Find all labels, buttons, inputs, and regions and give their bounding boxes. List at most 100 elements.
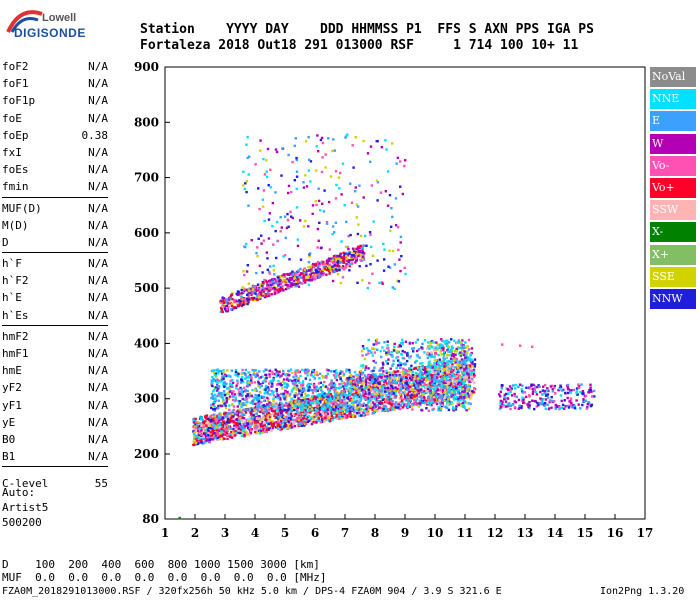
echo-point <box>460 382 463 385</box>
echo-point <box>205 439 208 443</box>
echo-point <box>342 373 346 376</box>
echo-point <box>404 340 408 343</box>
echo-point <box>297 392 301 395</box>
echo-point <box>275 291 278 295</box>
echo-point <box>453 358 456 362</box>
echo-point <box>403 384 406 387</box>
echo-point <box>419 362 422 365</box>
echo-point <box>340 405 343 409</box>
echo-point <box>466 372 470 376</box>
echo-point <box>399 388 402 391</box>
echo-point <box>375 398 378 401</box>
echo-point <box>392 381 396 385</box>
echo-point <box>289 407 293 410</box>
echo-point <box>294 383 297 386</box>
echo-point <box>248 392 251 395</box>
echo-point <box>289 419 292 422</box>
echo-point <box>391 377 394 380</box>
echo-point <box>211 369 214 372</box>
echo-point <box>241 425 244 429</box>
echo-point <box>336 396 339 399</box>
echo-point <box>210 396 213 400</box>
echo-point <box>282 372 285 375</box>
echo-point <box>345 368 348 371</box>
echo-point <box>371 408 374 411</box>
echo-point <box>215 426 218 429</box>
echo-point <box>230 430 233 434</box>
echo-point <box>205 424 208 427</box>
echo-point <box>372 383 375 386</box>
echo-point <box>245 401 248 404</box>
echo-point <box>241 416 244 420</box>
echo-point <box>289 426 292 430</box>
echo-point <box>451 370 454 374</box>
echo-point <box>234 368 238 372</box>
echo-point <box>315 385 318 389</box>
echo-point <box>406 359 409 363</box>
echo-point <box>473 363 477 366</box>
echo-point <box>471 373 475 376</box>
echo-point <box>398 375 401 378</box>
echo-point <box>454 353 457 356</box>
echo-point <box>231 392 234 395</box>
echo-point <box>240 381 243 384</box>
echo-point <box>304 371 307 375</box>
echo-point <box>469 380 472 383</box>
echo-point <box>203 432 206 435</box>
echo-point <box>439 391 442 394</box>
echo-point <box>262 427 266 431</box>
echo-point <box>381 386 384 389</box>
echo-point <box>458 399 462 402</box>
echo-point <box>220 306 223 310</box>
echo-point <box>412 380 415 383</box>
echo-point <box>369 402 373 406</box>
echo-point <box>456 389 459 392</box>
echo-point <box>397 359 400 362</box>
echo-point <box>416 379 420 382</box>
echo-point <box>465 376 468 379</box>
echo-point <box>470 371 473 374</box>
echo-point <box>447 391 451 394</box>
echo-point <box>285 386 288 389</box>
echo-point <box>259 383 262 386</box>
echo-point <box>396 364 400 367</box>
echo-point <box>420 390 424 393</box>
echo-point <box>445 367 449 371</box>
echo-point <box>298 418 301 422</box>
echo-point <box>445 406 448 409</box>
echo-point <box>287 401 290 404</box>
echo-point <box>212 403 215 406</box>
echo-point <box>467 389 471 392</box>
echo-point <box>337 416 341 419</box>
echo-point <box>386 347 389 350</box>
echo-point <box>451 372 454 375</box>
echo-point <box>304 392 307 395</box>
echo-point <box>269 428 273 432</box>
echo-point <box>220 430 223 433</box>
echo-point <box>459 366 463 369</box>
echo-point <box>320 417 324 420</box>
echo-point <box>359 379 362 383</box>
echo-point <box>284 401 288 405</box>
echo-point <box>255 417 258 420</box>
echo-point <box>429 396 432 399</box>
echo-point <box>271 424 275 427</box>
echo-point <box>304 406 308 409</box>
echo-point <box>335 409 339 412</box>
echo-point <box>223 380 226 384</box>
echo-point <box>216 436 219 440</box>
echo-point <box>327 369 330 372</box>
echo-point <box>457 381 461 384</box>
echo-point <box>375 342 378 346</box>
echo-point <box>386 375 389 378</box>
echo-point <box>222 422 226 425</box>
echo-point <box>338 407 342 411</box>
echo-point <box>464 393 467 397</box>
echo-point <box>465 396 469 399</box>
echo-point <box>362 391 365 395</box>
echo-point <box>472 368 476 371</box>
echo-point <box>292 408 296 412</box>
echo-point <box>268 393 272 396</box>
echo-point <box>205 429 208 432</box>
echo-point <box>210 381 214 384</box>
